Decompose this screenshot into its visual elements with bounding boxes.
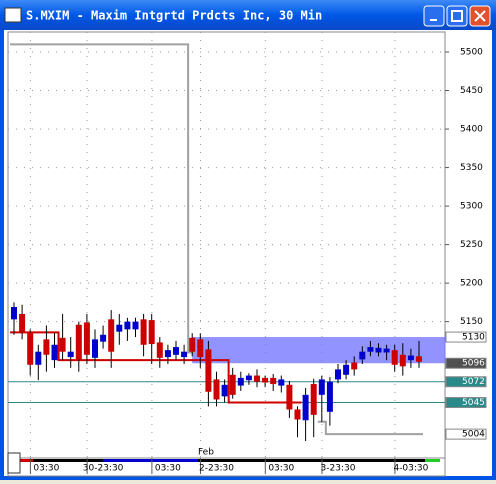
y-tick-label: 5350 (460, 163, 483, 173)
price-band (192, 337, 445, 364)
scroll-thumb[interactable] (7, 452, 21, 474)
indicator-line (10, 43, 197, 354)
candle-body (59, 337, 66, 352)
candle-body (407, 355, 414, 361)
candle-body (270, 377, 277, 385)
candle-body (343, 364, 350, 375)
price-marker-label: 5096 (462, 359, 485, 369)
candle-body (399, 354, 406, 367)
price-marker-label: 5004 (462, 430, 485, 440)
y-tick-label: 5300 (460, 202, 483, 212)
candle-body (302, 394, 309, 421)
candle-body (140, 319, 147, 345)
price-marker (445, 428, 487, 440)
candle-body (254, 375, 260, 382)
candle-body (213, 379, 220, 400)
close-glyph (474, 10, 486, 22)
candle-body (359, 351, 366, 360)
candle-body (173, 347, 179, 355)
y-tick-label: 5150 (460, 317, 483, 327)
x-tick-label: 03:30 (268, 464, 294, 474)
candle-body (326, 381, 333, 412)
candle-body (310, 384, 317, 415)
price-marker (445, 331, 487, 343)
candle-body (351, 362, 358, 370)
candle-body (181, 351, 188, 358)
y-tick-label: 5250 (460, 240, 483, 250)
candle-body (391, 350, 398, 365)
price-marker (445, 357, 487, 369)
x-tick-label: 2-23:30 (199, 464, 234, 474)
maximize-glyph (451, 10, 463, 22)
candle-body (124, 321, 131, 330)
candle-body (286, 384, 293, 410)
candle-body (108, 319, 115, 352)
candle-body (375, 347, 382, 353)
candle-body (19, 313, 26, 333)
title-bar (0, 0, 496, 30)
x-tick-label: 03:30 (155, 464, 181, 474)
candle-body (35, 351, 42, 365)
indicator-line (10, 331, 302, 404)
price-marker (445, 376, 487, 388)
x-tick-label: 03:30 (33, 464, 59, 474)
candle-body (197, 339, 204, 358)
candle-body (189, 337, 196, 352)
candle-body (43, 339, 50, 355)
x-tick-label: 3-23:30 (321, 464, 356, 474)
minimize-glyph (430, 19, 437, 21)
candle-body (318, 379, 325, 395)
range-bar (103, 459, 198, 462)
app-icon (4, 7, 22, 23)
candle-body (11, 307, 17, 320)
candle-body (278, 379, 285, 386)
candle-body (245, 375, 252, 381)
candle-body (221, 384, 228, 397)
candle-body (75, 324, 82, 360)
candle-body (164, 350, 171, 358)
candle-body (132, 321, 139, 330)
y-tick-label: 5200 (460, 279, 483, 289)
candle-body (367, 347, 374, 352)
candle-body (335, 369, 341, 380)
plot: 5150 5200 5250 5300 5350 5400 5450 5500 03:30 30-… (8, 32, 487, 474)
y-tick-label: 5400 (460, 125, 483, 135)
y-tick-label: 5450 (460, 86, 483, 96)
annotation: Feb (198, 448, 214, 458)
candle-body (416, 356, 422, 362)
range-bar (425, 459, 440, 462)
window-title: S.MXIM - Maxim Intgrtd Prdcts Inc, 30 Mi… (26, 9, 322, 23)
candle-body (148, 320, 155, 344)
candle-body (92, 339, 98, 358)
candle-body (156, 342, 163, 358)
candle-body (229, 374, 236, 395)
range-bar (33, 459, 103, 462)
candle-body (116, 324, 123, 332)
y-tick-label: 5500 (460, 48, 483, 58)
candle-body (51, 344, 58, 361)
price-marker-label: 5045 (462, 398, 485, 408)
candle-body (237, 377, 244, 386)
candle-body (100, 334, 107, 342)
x-tick-label: 4-03:30 (393, 464, 428, 474)
price-marker-label: 5072 (462, 377, 485, 387)
candle-body (67, 351, 74, 358)
price-marker-label: 5130 (462, 333, 485, 343)
range-bar (198, 459, 425, 462)
candle-body (205, 349, 212, 392)
x-tick-label: 30-23:30 (83, 464, 124, 474)
candle-body (262, 377, 269, 383)
maximize-button[interactable] (446, 5, 468, 27)
candle-body (27, 332, 34, 365)
price-marker (445, 397, 487, 409)
candle-body (83, 322, 90, 355)
candle-body (294, 409, 301, 420)
indicator-line (317, 420, 423, 436)
candle-body (383, 348, 390, 353)
minimize-button[interactable] (423, 5, 445, 27)
